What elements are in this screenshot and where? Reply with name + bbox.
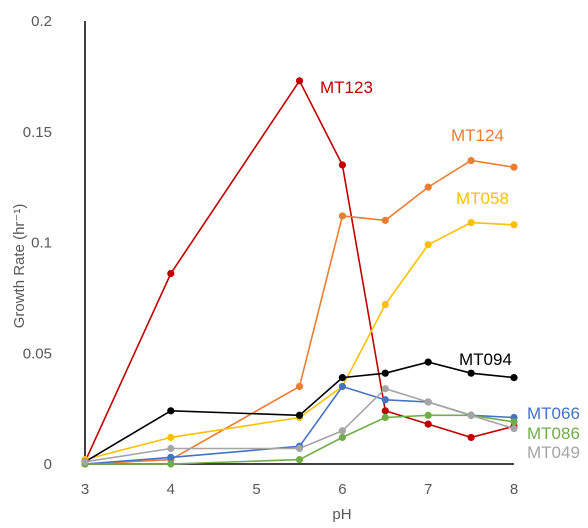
data-point-mt058 (167, 433, 175, 442)
y-tick-label: 0.2 (31, 13, 52, 30)
series-line-mt049 (84, 387, 515, 463)
series-label-mt058: MT058 (456, 189, 509, 208)
series-lines (84, 79, 515, 465)
series-line-mt124 (84, 159, 515, 465)
series-label-mt049: MT049 (527, 443, 580, 462)
data-point-mt049 (81, 458, 89, 466)
x-tick-label: 7 (424, 481, 432, 498)
y-tick-label: 0.1 (31, 235, 52, 252)
data-point-mt124 (295, 382, 304, 391)
data-point-mt049 (295, 444, 304, 453)
data-point-mt086 (295, 455, 304, 464)
data-point-mt094 (338, 374, 346, 382)
axes (84, 21, 514, 465)
data-point-mt123 (295, 77, 304, 85)
data-point-mt086 (381, 413, 389, 422)
data-point-mt124 (510, 163, 518, 171)
data-point-mt066 (167, 453, 175, 461)
data-point-mt123 (167, 269, 175, 278)
series-label-mt086: MT086 (527, 424, 580, 443)
x-axis-title: pH (332, 506, 351, 523)
data-point-mt124 (381, 216, 389, 224)
y-tick-label: 0.15 (23, 124, 52, 141)
series-label-mt124: MT124 (451, 126, 504, 145)
series-line-mt086 (85, 414, 515, 465)
x-tick-label: 8 (510, 481, 518, 498)
data-point-mt124 (467, 156, 475, 165)
data-point-mt049 (467, 411, 475, 419)
series-points (81, 77, 518, 468)
series-label-mt123: MT123 (320, 78, 373, 97)
series-label-mt066: MT066 (527, 404, 580, 423)
x-tick-label: 3 (81, 481, 89, 498)
data-point-mt086 (338, 433, 346, 442)
y-tick-labels: 0 0.05 0.1 0.15 0.2 (23, 13, 52, 473)
data-point-mt049 (338, 427, 346, 435)
data-point-mt049 (510, 424, 518, 433)
data-point-mt094 (381, 369, 389, 377)
x-tick-label: 4 (167, 481, 175, 498)
data-point-mt094 (167, 407, 175, 415)
data-point-mt094 (467, 369, 475, 377)
data-point-mt086 (424, 411, 432, 419)
x-tick-labels: 3 4 5 6 7 8 (81, 481, 518, 498)
data-point-mt123 (381, 407, 389, 415)
data-point-mt049 (381, 385, 389, 393)
data-point-mt058 (510, 221, 518, 229)
data-point-mt086 (167, 460, 175, 468)
series-line-mt123 (84, 79, 515, 463)
data-point-mt066 (381, 396, 389, 404)
data-point-mt049 (424, 398, 432, 406)
series-line-mt094 (84, 361, 515, 463)
data-point-mt124 (338, 212, 346, 220)
y-tick-label: 0 (44, 456, 52, 473)
data-point-mt086 (510, 418, 518, 426)
data-point-mt094 (295, 411, 304, 419)
y-axis-title: Growth Rate (hr⁻¹) (11, 204, 28, 329)
data-point-mt049 (167, 444, 175, 453)
data-point-mt124 (424, 183, 432, 191)
data-point-mt123 (424, 420, 432, 428)
series-line-mt058 (84, 221, 515, 461)
data-point-mt123 (467, 433, 475, 442)
y-tick-label: 0.05 (23, 345, 52, 362)
x-tick-label: 5 (252, 481, 260, 498)
data-point-mt058 (381, 300, 389, 309)
data-point-mt058 (467, 218, 475, 227)
data-point-mt058 (424, 241, 432, 249)
data-point-mt066 (338, 382, 346, 391)
series-label-mt094: MT094 (459, 350, 512, 369)
x-tick-label: 6 (338, 481, 346, 498)
data-point-mt094 (424, 358, 432, 366)
data-point-mt123 (338, 161, 346, 169)
data-point-mt094 (510, 374, 518, 382)
